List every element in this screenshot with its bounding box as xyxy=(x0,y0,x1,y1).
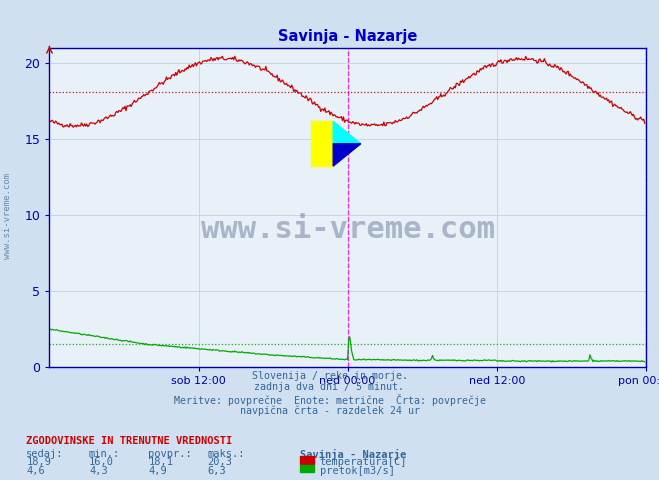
Title: Savinja - Nazarje: Savinja - Nazarje xyxy=(278,29,417,44)
Polygon shape xyxy=(333,144,360,166)
Text: 18,9: 18,9 xyxy=(26,457,51,468)
Text: Slovenija / reke in morje.: Slovenija / reke in morje. xyxy=(252,371,407,381)
Text: www.si-vreme.com: www.si-vreme.com xyxy=(3,173,13,259)
Bar xyxy=(310,121,333,166)
Text: 4,9: 4,9 xyxy=(148,466,167,476)
Text: min.:: min.: xyxy=(89,449,120,459)
Text: maks.:: maks.: xyxy=(208,449,245,459)
Text: zadnja dva dni / 5 minut.: zadnja dva dni / 5 minut. xyxy=(254,382,405,392)
Text: sedaj:: sedaj: xyxy=(26,449,64,459)
Text: 6,3: 6,3 xyxy=(208,466,226,476)
Text: pretok[m3/s]: pretok[m3/s] xyxy=(320,466,395,476)
Text: Meritve: povprečne  Enote: metrične  Črta: povprečje: Meritve: povprečne Enote: metrične Črta:… xyxy=(173,394,486,406)
Polygon shape xyxy=(333,121,360,144)
Text: navpična črta - razdelek 24 ur: navpična črta - razdelek 24 ur xyxy=(239,405,420,416)
Text: temperatura[C]: temperatura[C] xyxy=(320,457,407,468)
Text: www.si-vreme.com: www.si-vreme.com xyxy=(200,216,495,244)
Text: 4,6: 4,6 xyxy=(26,466,45,476)
Text: Savinja - Nazarje: Savinja - Nazarje xyxy=(300,449,406,460)
Text: 16,0: 16,0 xyxy=(89,457,114,468)
Text: ZGODOVINSKE IN TRENUTNE VREDNOSTI: ZGODOVINSKE IN TRENUTNE VREDNOSTI xyxy=(26,436,233,446)
Text: povpr.:: povpr.: xyxy=(148,449,192,459)
Text: 20,3: 20,3 xyxy=(208,457,233,468)
Text: 4,3: 4,3 xyxy=(89,466,107,476)
Text: 18,1: 18,1 xyxy=(148,457,173,468)
